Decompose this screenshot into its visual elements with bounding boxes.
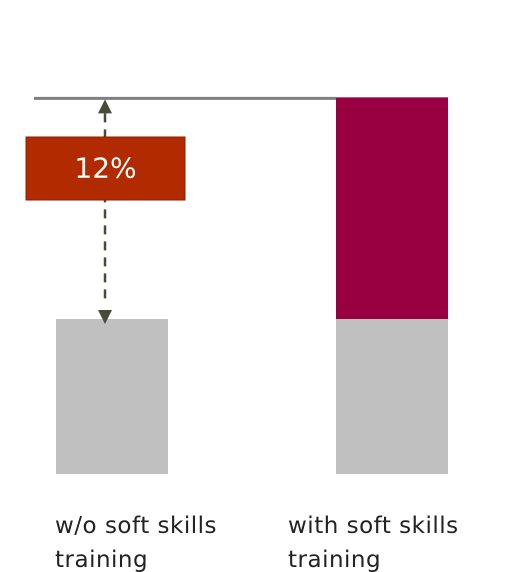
difference-label-box <box>25 136 186 201</box>
x-tick-label-2: with soft skills training <box>288 513 459 572</box>
bar-2-segment-1 <box>336 319 448 474</box>
bars-group <box>56 97 448 474</box>
difference-label: 12% <box>25 136 186 201</box>
x-tick-label-1-line-1: w/o soft skills <box>55 513 217 539</box>
x-tick-label-2-line-2: training <box>288 547 381 572</box>
difference-arrow-head-top <box>98 99 112 114</box>
category-labels: w/o soft skills training with soft skills t… <box>55 513 459 572</box>
difference-label-text: 12% <box>74 152 136 185</box>
x-tick-label-1: w/o soft skills training <box>55 513 217 572</box>
difference-arrow <box>98 99 112 324</box>
bar-2-segment-2 <box>336 97 448 319</box>
x-tick-label-2-line-1: with soft skills <box>288 513 459 539</box>
x-tick-label-1-line-2: training <box>55 547 148 572</box>
difference-arrow-head-bottom <box>98 310 112 324</box>
bar-1-segment-1 <box>56 319 168 474</box>
